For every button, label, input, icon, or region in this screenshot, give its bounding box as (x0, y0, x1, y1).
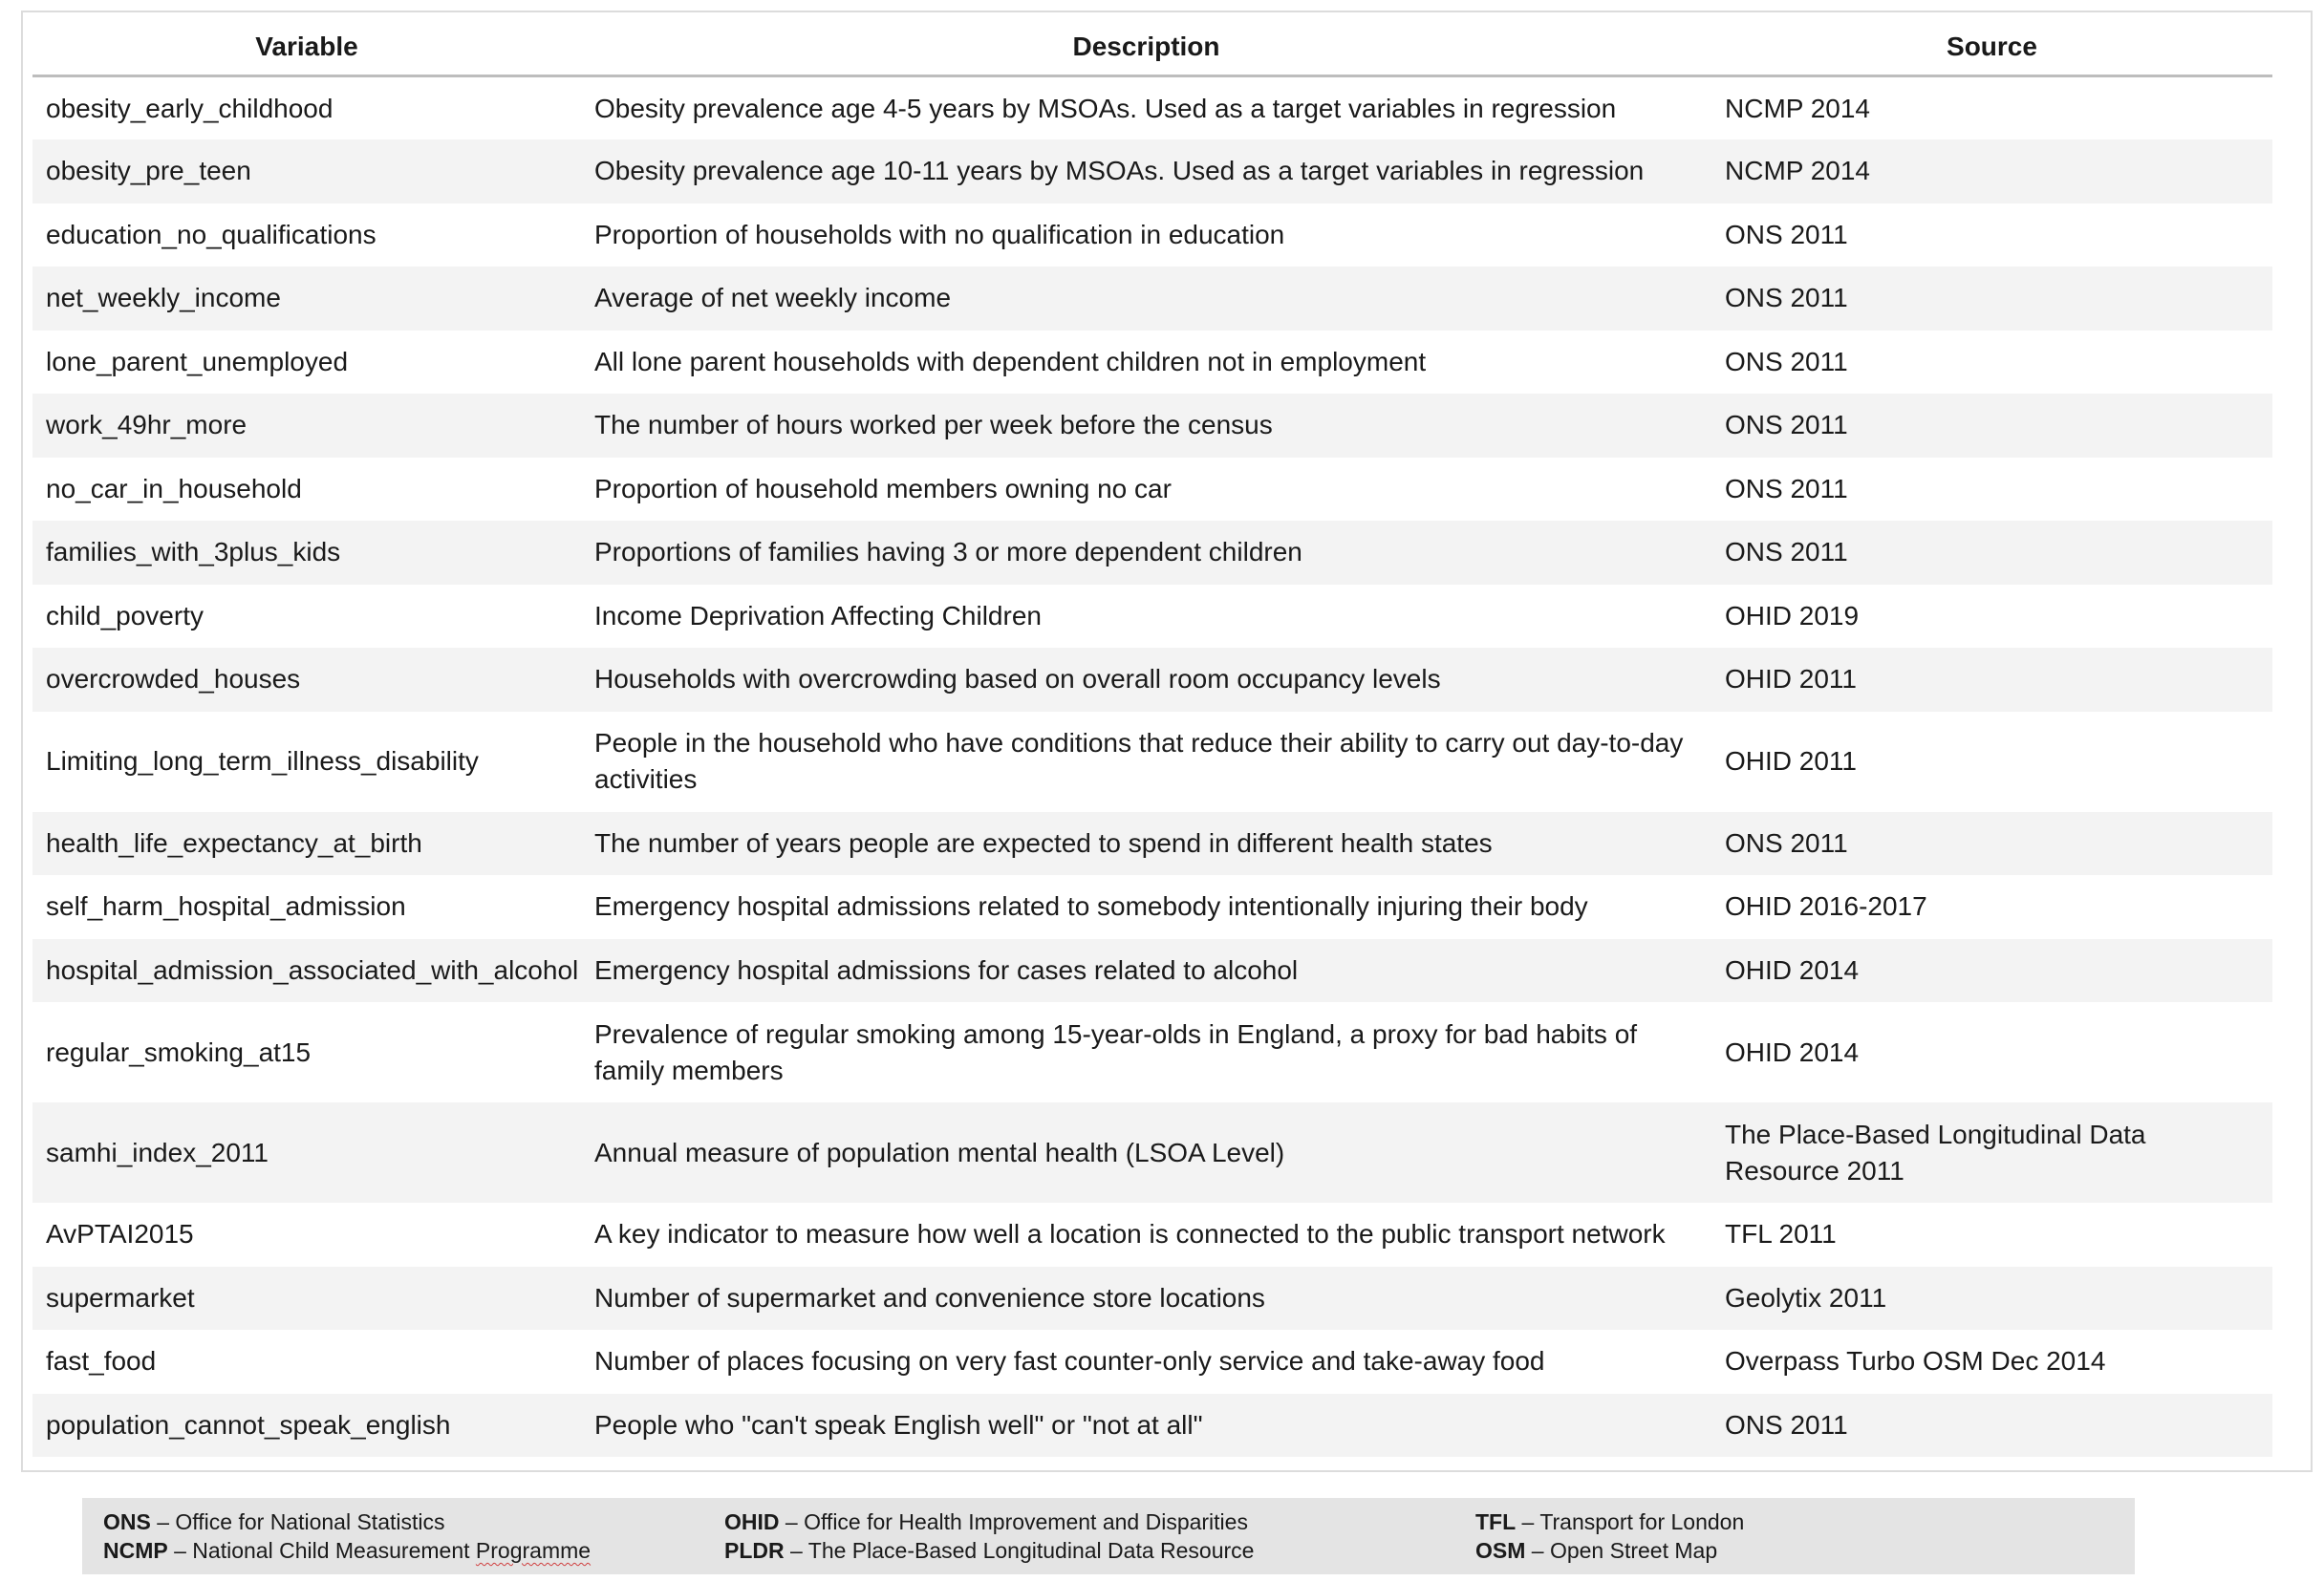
cell-description: Income Deprivation Affecting Children (594, 600, 1042, 631)
cell-source: ONS 2011 (1725, 283, 1848, 313)
cell-variable: self_harm_hospital_admission (46, 891, 406, 922)
cell-description: Obesity prevalence age 10-11 years by MS… (594, 156, 1645, 186)
table-row: hospital_admission_associated_with_alcoh… (32, 938, 2272, 1002)
cell-variable: hospital_admission_associated_with_alcoh… (46, 954, 579, 985)
cell-source: ONS 2011 (1725, 346, 1848, 376)
cell-source: ONS 2011 (1725, 410, 1848, 440)
table-frame (21, 11, 2313, 1472)
cell-variable: health_life_expectancy_at_birth (46, 827, 422, 858)
table-row: obesity_pre_teen Obesity prevalence age 1… (32, 139, 2272, 203)
cell-source: ONS 2011 (1725, 537, 1848, 567)
legend-ohid: OHID – Office for Health Improvement and… (724, 1509, 1248, 1534)
cell-source: ONS 2011 (1725, 827, 1848, 858)
table-row: self_harm_hospital_admission Emergency ho… (32, 875, 2272, 939)
table-row: population_cannot_speak_english People wh… (32, 1393, 2272, 1457)
cell-variable: Limiting_long_term_illness_disability (46, 746, 479, 776)
cell-description: All lone parent households with dependen… (594, 346, 1427, 376)
table-row: health_life_expectancy_at_birth The numbe… (32, 811, 2272, 875)
cell-description: Emergency hospital admissions for cases … (594, 954, 1299, 985)
cell-description: People who "can't speak English well" or… (594, 1409, 1203, 1440)
cell-variable: population_cannot_speak_english (46, 1409, 451, 1440)
cell-source: OHID 2019 (1725, 600, 1860, 631)
cell-description: Annual measure of population mental heal… (594, 1137, 1285, 1167)
table-row: supermarket Number of supermarket and con… (32, 1266, 2272, 1330)
header-variable: Variable (32, 19, 581, 77)
cell-variable: education_no_qualifications (46, 219, 377, 249)
cell-variable: work_49hr_more (46, 410, 247, 440)
legend-pldr: PLDR – The Place-Based Longitudinal Data… (724, 1538, 1255, 1563)
cell-description: Number of places focusing on very fast c… (594, 1346, 1545, 1377)
table-row: families_with_3plus_kids Proportions of f… (32, 521, 2272, 585)
cell-description: Average of net weekly income (594, 283, 952, 313)
table-row: work_49hr_more The number of hours worked… (32, 394, 2272, 458)
cell-description: Proportion of household members owning n… (594, 473, 1172, 503)
table-row: no_car_in_household Proportion of househo… (32, 458, 2272, 522)
legend-ons: ONS – Office for National Statistics (103, 1509, 445, 1534)
table-row: overcrowded_houses Households with overcr… (32, 648, 2272, 712)
cell-source: NCMP 2014 (1725, 156, 1871, 186)
cell-source: OHID 2016-2017 (1725, 891, 1927, 922)
cell-variable: fast_food (46, 1346, 157, 1377)
table-row: net_weekly_income Average of net weekly i… (32, 267, 2272, 331)
cell-variable: supermarket (46, 1282, 195, 1313)
cell-source: OHID 2014 (1725, 1037, 1860, 1067)
cell-variable: overcrowded_houses (46, 664, 301, 695)
table-row: fast_food Number of places focusing on ve… (32, 1330, 2272, 1394)
cell-description: A key indicator to measure how well a lo… (594, 1219, 1666, 1250)
legend-ncmp: NCMP – National Child Measurement Progra… (103, 1538, 592, 1563)
legend-osm: OSM – Open Street Map (1475, 1538, 1718, 1563)
abbreviation-legend: ONS – Office for National Statistics NCM… (82, 1498, 2135, 1574)
cell-source: NCMP 2014 (1725, 93, 1871, 123)
cell-variable: obesity_early_childhood (46, 93, 334, 123)
cell-description: Proportions of families having 3 or more… (594, 537, 1302, 567)
cell-source: ONS 2011 (1725, 1409, 1848, 1440)
cell-variable: child_poverty (46, 600, 204, 631)
cell-variable: families_with_3plus_kids (46, 537, 341, 567)
table-row: samhi_index_2011 Annual measure of popula… (32, 1102, 2272, 1203)
legend-tfl: TFL – Transport for London (1475, 1509, 1745, 1534)
cell-variable: net_weekly_income (46, 283, 281, 313)
cell-description: People in the household who have conditi… (594, 728, 1684, 794)
cell-description: Obesity prevalence age 4-5 years by MSOA… (594, 93, 1617, 123)
table-header-row: Variable Description Source (32, 19, 2272, 77)
variables-table: Variable Description Source obesity_earl… (32, 19, 2272, 1457)
cell-variable: regular_smoking_at15 (46, 1037, 312, 1067)
cell-variable: no_car_in_household (46, 473, 302, 503)
cell-source: The Place-Based Longitudinal Data Resour… (1725, 1119, 2146, 1186)
cell-variable: lone_parent_unemployed (46, 346, 349, 376)
cell-source: OHID 2014 (1725, 954, 1860, 985)
cell-variable: AvPTAI2015 (46, 1219, 194, 1250)
cell-description: Households with overcrowding based on ov… (594, 664, 1441, 695)
cell-source: Geolytix 2011 (1725, 1282, 1887, 1313)
cell-source: Overpass Turbo OSM Dec 2014 (1725, 1346, 2106, 1377)
table-row: obesity_early_childhood Obesity prevalenc… (32, 76, 2272, 140)
table-row: lone_parent_unemployed All lone parent ho… (32, 331, 2272, 395)
cell-source: ONS 2011 (1725, 473, 1848, 503)
cell-description: The number of years people are expected … (594, 827, 1493, 858)
cell-description: Proportion of households with no qualifi… (594, 219, 1285, 249)
table-row: regular_smoking_at15 Prevalence of regula… (32, 1002, 2272, 1102)
cell-variable: obesity_pre_teen (46, 156, 251, 186)
cell-source: ONS 2011 (1725, 219, 1848, 249)
table-row: Limiting_long_term_illness_disability Peo… (32, 712, 2272, 812)
cell-source: OHID 2011 (1725, 664, 1857, 695)
cell-description: Number of supermarket and convenience st… (594, 1282, 1265, 1313)
cell-description: Prevalence of regular smoking among 15-y… (594, 1018, 1638, 1085)
header-description: Description (581, 19, 1711, 77)
cell-source: OHID 2011 (1725, 746, 1857, 776)
table-row: child_poverty Income Deprivation Affectin… (32, 585, 2272, 649)
cell-description: The number of hours worked per week befo… (594, 410, 1273, 440)
table-row: education_no_qualifications Proportion of… (32, 203, 2272, 267)
header-source: Source (1711, 19, 2272, 77)
cell-description: Emergency hospital admissions related to… (594, 891, 1588, 922)
cell-source: TFL 2011 (1725, 1219, 1837, 1250)
cell-variable: samhi_index_2011 (46, 1137, 269, 1167)
table-row: AvPTAI2015 A key indicator to measure how… (32, 1203, 2272, 1267)
